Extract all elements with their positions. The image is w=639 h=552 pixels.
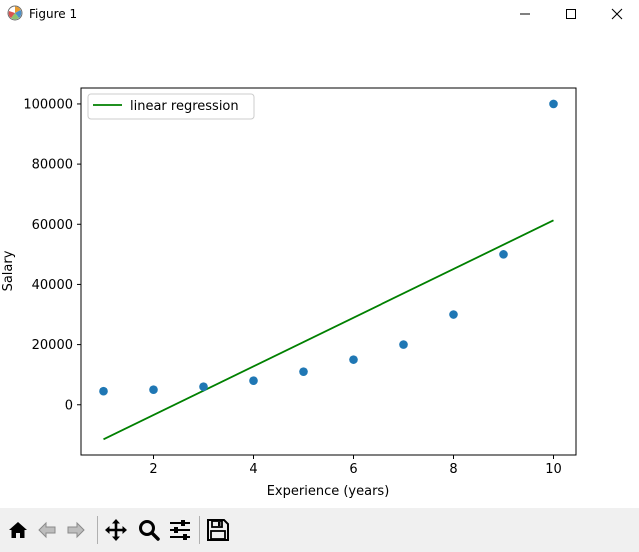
pan-button[interactable]: [102, 516, 130, 544]
legend-label: linear regression: [130, 99, 239, 114]
save-button[interactable]: [204, 516, 232, 544]
x-tick-label: 10: [545, 462, 562, 477]
data-point: [549, 99, 558, 109]
y-axis-label: Salary: [1, 250, 16, 291]
legend: linear regression: [87, 93, 255, 120]
arrow-right-icon: [67, 521, 85, 539]
data-point: [149, 385, 158, 395]
legend-box: [87, 93, 255, 120]
maximize-icon: [566, 9, 576, 19]
y-axis: 0 20000 40000 60000 80000 100000: [23, 97, 81, 413]
toolbar-separator: [97, 516, 98, 544]
x-tick-label: 8: [449, 462, 457, 477]
magnifier-icon: [139, 520, 160, 541]
toolbar-separator: [199, 516, 200, 544]
data-point: [349, 355, 358, 364]
navigation-toolbar: [0, 508, 639, 552]
subplots-button[interactable]: [166, 516, 194, 544]
zoom-button[interactable]: [135, 516, 163, 544]
x-tick-label: 4: [249, 462, 257, 477]
data-point: [449, 310, 458, 319]
minimize-icon: [520, 13, 530, 15]
plot-area: [80, 87, 577, 456]
close-icon: [611, 8, 623, 20]
minimize-button[interactable]: [502, 0, 548, 28]
figure-canvas[interactable]: 2 4 6 8 10 0 20000 40000 60000 80000 100000 Exper…: [0, 28, 639, 508]
data-point: [399, 340, 408, 349]
arrow-left-icon: [38, 521, 56, 539]
y-tick-label: 80000: [32, 158, 73, 173]
data-point: [299, 367, 308, 376]
regression-line: [103, 219, 554, 441]
scatter-points: [99, 99, 558, 396]
matplotlib-logo-icon: [7, 5, 23, 21]
data-point: [499, 250, 508, 259]
x-tick-label: 2: [149, 462, 157, 477]
y-tick-label: 60000: [32, 218, 73, 233]
regression-line-group: [103, 219, 554, 441]
move-icon: [105, 519, 127, 541]
x-axis: 2 4 6 8 10: [149, 455, 562, 477]
home-icon: [9, 522, 27, 538]
data-point: [99, 386, 108, 396]
y-tick-label: 20000: [32, 338, 73, 353]
home-button[interactable]: [4, 516, 32, 544]
x-axis-label: Experience (years): [267, 484, 390, 499]
back-button[interactable]: [33, 516, 61, 544]
y-tick-label: 100000: [23, 97, 73, 112]
floppy-icon: [207, 519, 229, 541]
title-bar: Figure 1: [0, 0, 639, 28]
chart: 2 4 6 8 10 0 20000 40000 60000 80000 100000 Exper…: [1, 87, 577, 499]
y-tick-label: 40000: [32, 278, 73, 293]
close-button[interactable]: [594, 0, 639, 28]
x-tick-label: 6: [349, 462, 357, 477]
forward-button[interactable]: [62, 516, 90, 544]
sliders-icon: [170, 520, 190, 540]
window-title: Figure 1: [29, 7, 78, 21]
maximize-button[interactable]: [548, 0, 594, 28]
data-point: [199, 382, 208, 392]
data-point: [249, 376, 258, 385]
y-tick-label: 0: [65, 398, 73, 413]
